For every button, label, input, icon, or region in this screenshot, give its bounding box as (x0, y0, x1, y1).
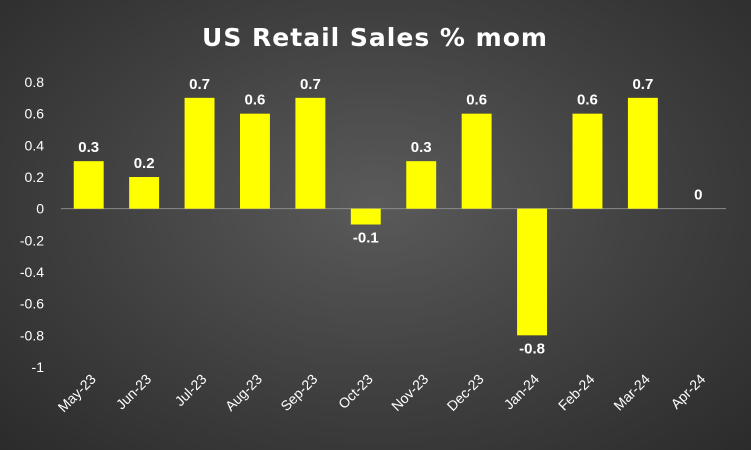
data-label: -0.1 (353, 230, 379, 247)
y-tick-label: 0.6 (25, 106, 45, 122)
x-tick-label: Sep-23 (277, 371, 320, 414)
x-tick-label: Oct-23 (335, 371, 376, 412)
x-tick-label: Jun-23 (113, 371, 155, 413)
bar (295, 97, 326, 209)
y-tick-label: -0.4 (20, 264, 44, 280)
y-tick-label: -0.6 (20, 296, 44, 312)
bar (517, 208, 548, 336)
x-tick-label: Jan-24 (501, 371, 543, 413)
y-axis: 0.8 0.6 0.4 0.2 0 -0.2 -0.4 -0.6 -0.8 -1 (20, 74, 44, 375)
bar (406, 161, 437, 209)
bar (184, 97, 215, 209)
x-tick-label: Nov-23 (388, 371, 431, 414)
bar (129, 177, 160, 209)
y-tick-label: -0.2 (20, 232, 44, 248)
x-axis: May-23 Jun-23 Jul-23 Aug-23 Sep-23 Oct-23 Nov-… (55, 371, 709, 415)
x-tick-label: Jul-23 (171, 371, 209, 409)
y-tick-label: -1 (32, 359, 45, 375)
y-tick-label: 0.8 (25, 74, 45, 90)
data-label: 0.3 (78, 139, 99, 156)
x-tick-label: May-23 (55, 371, 99, 415)
x-tick-label: Apr-24 (667, 371, 708, 412)
y-tick-label: 0 (36, 201, 44, 217)
data-labels: 0.3 0.2 0.7 0.6 0.7 -0.1 0.3 0.6 -0.8 0.6 0.7 0 (78, 76, 702, 358)
x-tick-label: Dec-23 (444, 371, 487, 414)
data-label: 0.3 (411, 139, 432, 156)
bar (572, 113, 603, 209)
data-label: -0.8 (519, 340, 545, 357)
bar (350, 208, 381, 225)
data-label: 0.7 (632, 76, 653, 93)
x-tick-label: Mar-24 (610, 371, 653, 414)
data-label: 0.6 (245, 92, 266, 109)
bar (627, 97, 658, 209)
x-tick-label: Aug-23 (222, 371, 265, 414)
data-label: 0.2 (134, 155, 155, 172)
bar (461, 113, 492, 209)
bar (239, 113, 270, 209)
y-tick-label: 0.2 (25, 169, 45, 185)
data-label: 0 (694, 187, 702, 204)
bars (73, 97, 658, 336)
data-label: 0.7 (189, 76, 210, 93)
chart-title: US Retail Sales % mom (202, 23, 548, 52)
data-label: 0.6 (466, 92, 487, 109)
data-label: 0.6 (577, 92, 598, 109)
data-label: 0.7 (300, 76, 321, 93)
y-tick-label: 0.4 (25, 137, 45, 153)
y-tick-label: -0.8 (20, 327, 44, 343)
bar (73, 161, 104, 209)
x-tick-label: Feb-24 (555, 371, 598, 414)
